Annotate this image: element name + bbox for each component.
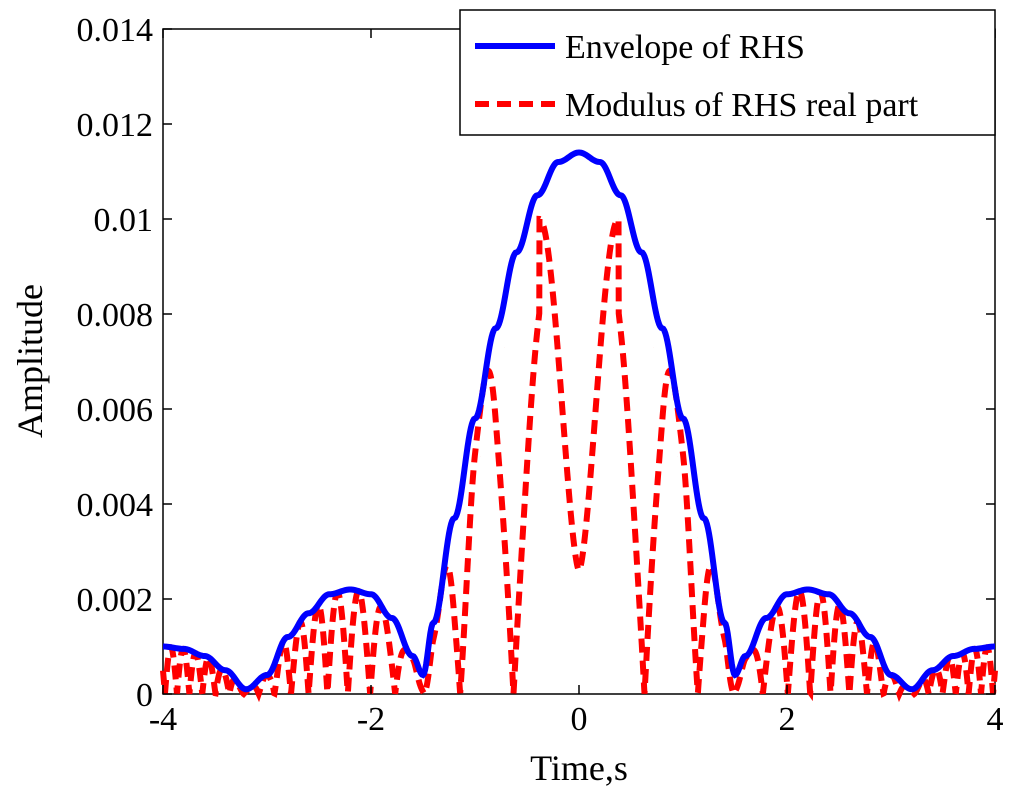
x-tick-label: 2	[779, 701, 796, 738]
y-tick-label: 0.004	[77, 487, 154, 524]
legend: Envelope of RHS Modulus of RHS real part	[459, 9, 996, 136]
series-layer	[160, 149, 998, 706]
x-tick-label: -2	[357, 701, 385, 738]
legend-label-modulus: Modulus of RHS real part	[565, 87, 919, 124]
y-tick-label: 0.006	[77, 392, 154, 429]
plot-frame	[162, 28, 996, 695]
plot-area	[160, 28, 998, 706]
x-axis-ticks: -4 -2 0 2 4	[149, 29, 1004, 738]
legend-box	[459, 9, 996, 136]
y-axis-ticks: 0 0.002 0.004 0.006 0.008 0.01 0.012 0.014	[77, 12, 995, 714]
y-tick-label: 0.01	[94, 202, 154, 239]
y-tick-label: 0.012	[77, 107, 154, 144]
x-axis-label: Time,s	[530, 748, 628, 788]
x-tick-label: 0	[571, 701, 588, 738]
y-tick-label: 0.002	[77, 582, 154, 619]
x-tick-label: -4	[149, 701, 177, 738]
x-tick-label: 4	[987, 701, 1004, 738]
y-tick-label: 0.014	[77, 12, 154, 49]
y-axis-label: Amplitude	[10, 284, 50, 438]
y-tick-label: 0	[136, 677, 153, 714]
y-tick-label: 0.008	[77, 297, 154, 334]
legend-label-envelope: Envelope of RHS	[565, 29, 805, 66]
